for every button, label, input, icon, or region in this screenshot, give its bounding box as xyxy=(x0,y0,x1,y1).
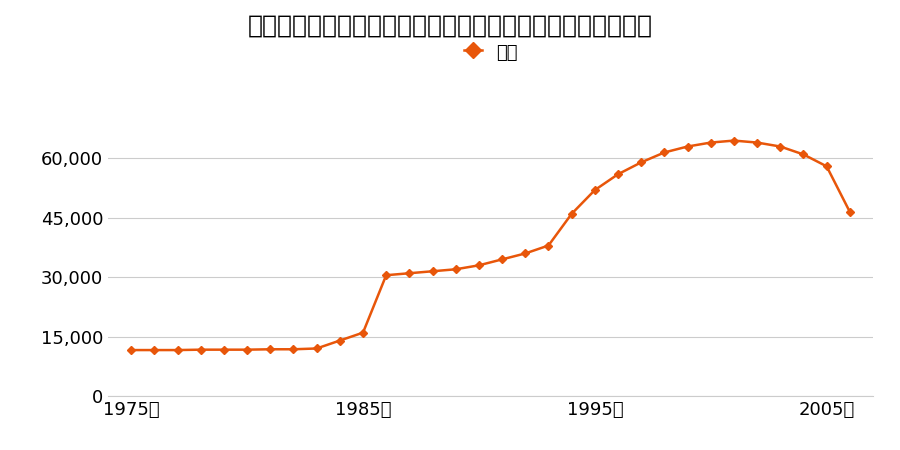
価格 xyxy=(265,346,275,352)
価格 xyxy=(195,347,206,352)
価格 xyxy=(775,144,786,149)
価格 xyxy=(404,270,415,276)
価格 xyxy=(798,152,809,157)
価格 xyxy=(473,263,484,268)
価格 xyxy=(590,187,600,193)
価格 xyxy=(497,256,508,262)
価格 xyxy=(520,251,531,256)
価格 xyxy=(659,150,670,155)
Line: 価格: 価格 xyxy=(129,138,852,353)
価格 xyxy=(844,209,855,215)
価格 xyxy=(149,347,160,353)
価格 xyxy=(635,160,646,165)
価格 xyxy=(566,211,577,216)
価格 xyxy=(821,164,832,169)
価格 xyxy=(335,338,346,343)
Legend: 価格: 価格 xyxy=(464,43,518,62)
価格 xyxy=(288,346,299,352)
価格 xyxy=(706,140,716,145)
価格 xyxy=(219,347,230,352)
価格 xyxy=(242,347,253,352)
価格 xyxy=(543,243,553,248)
価格 xyxy=(428,269,438,274)
価格 xyxy=(311,346,322,351)
価格 xyxy=(357,330,368,335)
価格 xyxy=(728,138,739,143)
価格 xyxy=(682,144,693,149)
価格 xyxy=(450,266,461,272)
価格 xyxy=(381,273,392,278)
価格 xyxy=(126,347,137,353)
価格 xyxy=(752,140,762,145)
価格 xyxy=(613,171,624,177)
Text: 岡山県都窪郡山手村大字西郡字和奈免９４７番１の地価推移: 岡山県都窪郡山手村大字西郡字和奈免９４７番１の地価推移 xyxy=(248,14,652,37)
価格 xyxy=(172,347,183,353)
